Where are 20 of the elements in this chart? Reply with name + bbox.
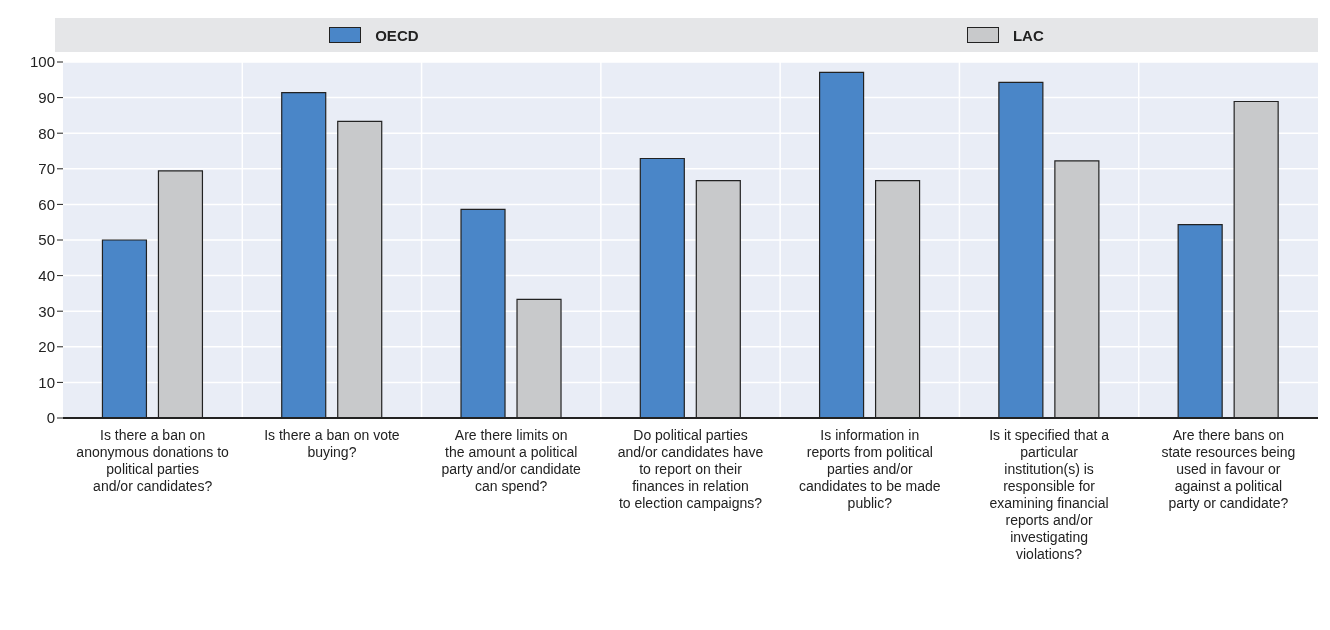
legend-label: OECD — [374, 26, 419, 44]
y-tick-label: 100 — [29, 53, 55, 71]
x-tick-label: Do political parties and/or candidates have to report on their finances in relation to election campaigns? — [617, 427, 764, 511]
x-tick-label: Is it specified that a particular institution(s) is responsible for examining financial reports and/or investigating violations? — [989, 427, 1110, 562]
y-tick-label: 0 — [46, 409, 55, 427]
y-tick-label: 50 — [38, 231, 55, 249]
legend-label: LAC — [1011, 26, 1044, 44]
y-tick-label: 80 — [38, 124, 55, 142]
y-tick-label: 40 — [38, 266, 55, 284]
x-tick-label: Is there a ban on vote buying? — [264, 427, 400, 460]
y-tick-label: 90 — [38, 88, 55, 106]
x-tick-label: Is there a ban on anonymous donations to political parties and/or candidates? — [76, 427, 230, 494]
y-tick-label: 30 — [38, 302, 55, 320]
x-tick-label: Are there bans on state resources being used in favour or against a political party or candidate? — [1161, 427, 1296, 511]
y-tick-label: 20 — [38, 338, 55, 356]
x-tick-label: Is information in reports from political parties and/or candidates to be made public? — [798, 427, 941, 511]
y-tick-label: 10 — [38, 373, 55, 391]
y-tick-label: 60 — [38, 195, 55, 213]
x-tick-label: Are there limits on the amount a political party and/or candidate can spend? — [441, 427, 582, 494]
y-tick-label: 70 — [38, 160, 55, 178]
